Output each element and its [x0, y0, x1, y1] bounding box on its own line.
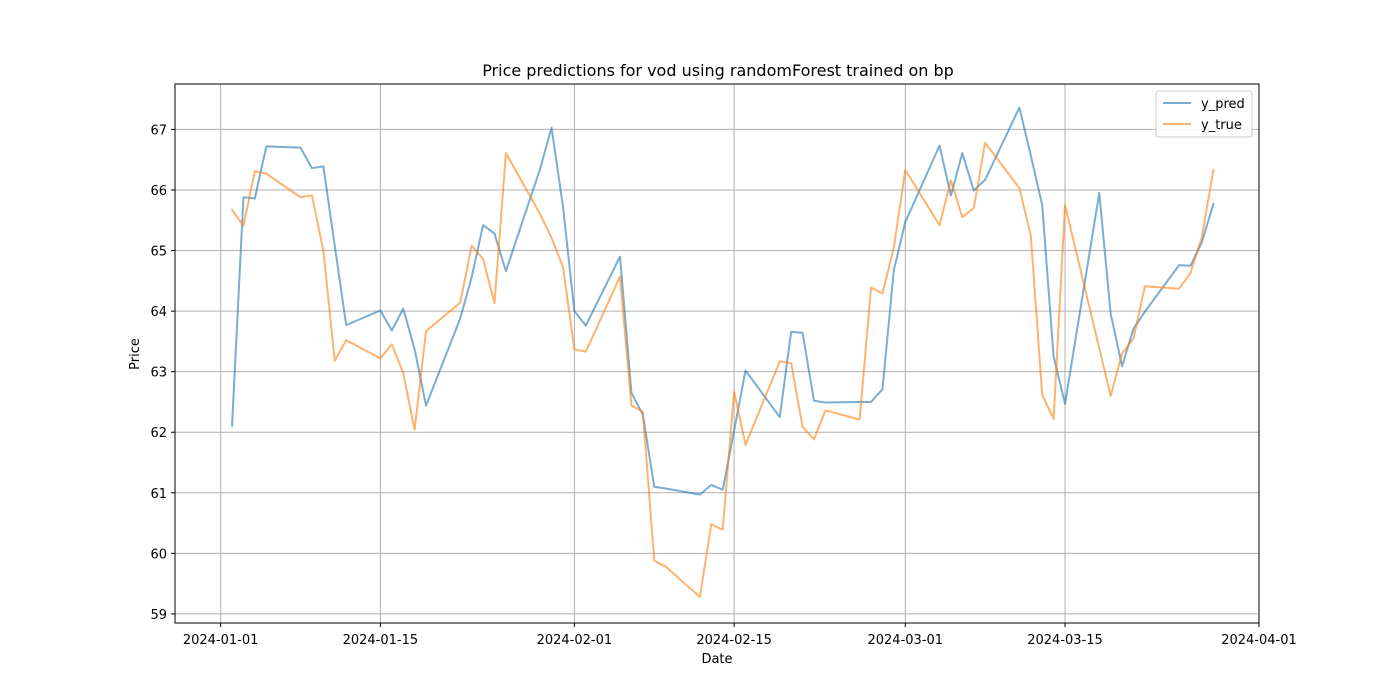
y-tick-label: 62: [150, 426, 167, 441]
x-tick-label: 2024-01-01: [183, 633, 259, 648]
y-tick-label: 60: [150, 547, 167, 562]
plot-area-frame: [174, 83, 1260, 624]
y-axis-label: Price: [128, 338, 143, 370]
x-tick-label: 2024-02-15: [696, 633, 772, 648]
series-line-y-true: [230, 141, 1215, 598]
y-tick-label: 61: [150, 487, 167, 502]
x-tick-label: 2024-01-15: [343, 633, 419, 648]
series-line-y-pred: [231, 106, 1215, 496]
x-axis-label: Date: [701, 652, 732, 667]
x-tick-label: 2024-03-15: [1027, 633, 1103, 648]
y-tick-label: 66: [150, 184, 167, 199]
grid: [175, 84, 1260, 623]
y-tick-label: 59: [150, 608, 167, 623]
y-tick-label: 63: [150, 366, 167, 381]
chart-title: Price predictions for vod using randomFo…: [482, 61, 954, 80]
ticks: 2024-01-01 2024-01-15 2024-02-01 2024-02-15…: [150, 123, 1296, 648]
x-tick-label: 2024-03-01: [867, 633, 943, 648]
legend-label-y-pred: y_pred: [1201, 97, 1245, 112]
legend-label-y-true: y_true: [1201, 118, 1242, 133]
y-tick-label: 65: [150, 245, 167, 260]
legend: y_pred y_true: [1155, 90, 1253, 138]
x-tick-label: 2024-04-01: [1221, 633, 1297, 648]
y-tick-label: 67: [150, 123, 167, 138]
y-tick-label: 64: [150, 305, 167, 320]
series-layer: [230, 106, 1215, 598]
x-tick-label: 2024-02-01: [537, 633, 613, 648]
